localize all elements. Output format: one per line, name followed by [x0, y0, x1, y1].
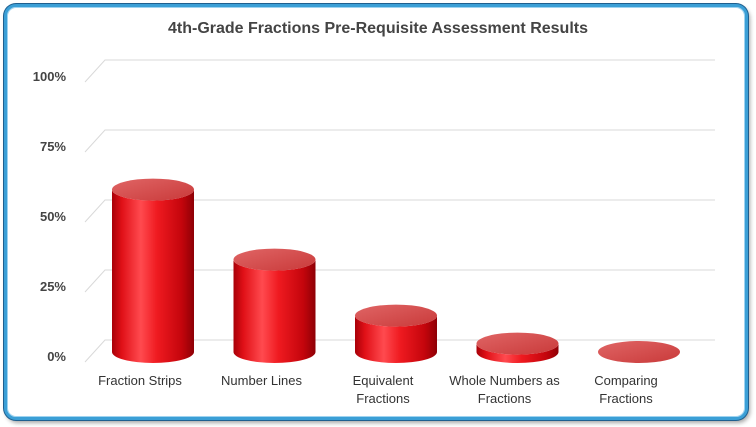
- y-tick-label: 50%: [40, 209, 66, 224]
- bar-top: [355, 304, 437, 327]
- category-label: Equivalent Fractions: [353, 373, 414, 406]
- gridline: [84, 269, 715, 293]
- gridline: [84, 59, 715, 83]
- bar-0: [111, 178, 194, 363]
- gridline: [84, 199, 715, 223]
- bar-3: [476, 332, 559, 363]
- chart-title: 4th-Grade Fractions Pre-Requisite Assess…: [168, 20, 588, 37]
- category-label: Number Lines: [221, 373, 302, 388]
- y-tick-label: 100%: [33, 69, 67, 84]
- bar-2: [354, 304, 437, 363]
- y-tick-label: 0%: [47, 349, 66, 364]
- bar-body: [233, 259, 316, 363]
- bar-top: [233, 248, 316, 271]
- bar-top: [476, 332, 559, 355]
- gridline: [84, 129, 715, 153]
- bar-4: [598, 341, 680, 363]
- bar-top: [598, 341, 680, 363]
- category-label: Whole Numbers as Fractions: [449, 373, 560, 406]
- bar-1: [233, 248, 316, 363]
- category-label: Fraction Strips: [98, 373, 182, 388]
- bar-body: [476, 343, 559, 363]
- bar-body: [111, 189, 194, 363]
- bar-body: [354, 315, 437, 363]
- category-label: Comparing Fractions: [594, 373, 658, 406]
- y-tick-label: 75%: [40, 139, 66, 154]
- bar-top: [112, 178, 194, 201]
- y-tick-label: 25%: [40, 279, 66, 294]
